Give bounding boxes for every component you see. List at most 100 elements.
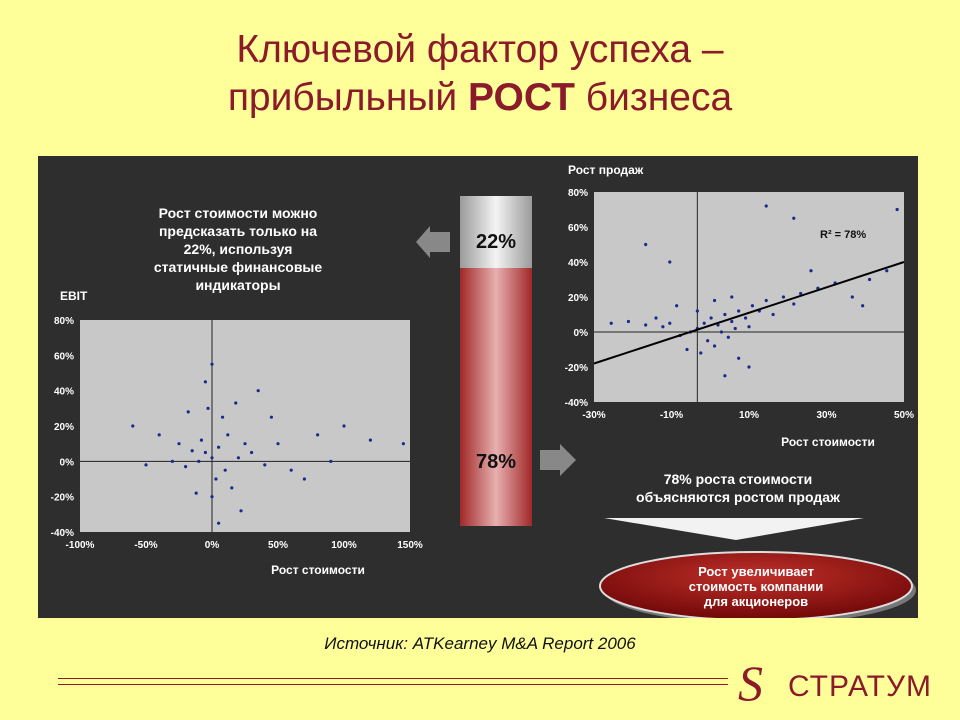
left-point xyxy=(197,459,201,463)
left-point xyxy=(250,450,254,455)
right-xtick-label: 50% xyxy=(894,410,914,421)
left-annotation-line-1: Рост стоимости можно xyxy=(159,205,318,221)
right-point xyxy=(799,291,803,296)
left-point xyxy=(368,438,372,442)
left-point xyxy=(220,415,225,419)
right-ytick-label: 60% xyxy=(568,223,588,234)
right-annotation-line-2: объясняются ростом продаж xyxy=(636,489,841,505)
right-point xyxy=(764,298,768,303)
left-point xyxy=(217,521,221,525)
left-point xyxy=(239,509,243,513)
left-point xyxy=(206,406,210,410)
right-xtick-label: 30% xyxy=(816,410,836,421)
right-point xyxy=(685,347,689,352)
arrow-left-icon xyxy=(416,226,450,258)
left-xtick-label: 0% xyxy=(205,540,220,551)
right-point xyxy=(730,319,734,324)
left-plot-area xyxy=(80,320,410,532)
title-line-2-pre: прибыльный xyxy=(227,76,469,119)
right-plot-area xyxy=(594,192,904,402)
left-point xyxy=(210,362,214,366)
left-point xyxy=(170,459,174,463)
right-point xyxy=(654,316,658,320)
oval-line-3: для акционеров xyxy=(704,594,808,609)
right-point xyxy=(747,365,751,369)
right-point xyxy=(675,304,679,308)
right-point xyxy=(895,207,899,212)
title-line-2: прибыльный РОСТ бизнеса xyxy=(0,74,960,122)
left-point xyxy=(302,477,306,481)
bar-segment-22 xyxy=(460,196,532,268)
left-ytick-label: 60% xyxy=(54,351,74,362)
footer-rule-top xyxy=(58,678,728,679)
left-point xyxy=(177,442,181,446)
right-point xyxy=(737,309,741,313)
right-point xyxy=(726,335,730,339)
right-point xyxy=(747,325,751,329)
title-line-2-post: бизнеса xyxy=(574,76,733,119)
left-ytick-label: 20% xyxy=(54,422,74,433)
left-annotation-line-2: предсказать только на xyxy=(159,223,317,239)
right-point xyxy=(737,356,741,360)
right-point xyxy=(706,339,710,343)
right-point xyxy=(712,344,717,348)
left-xtick-label: 100% xyxy=(331,540,357,551)
left-annotation-line-5: индикаторы xyxy=(195,277,280,293)
right-point xyxy=(699,351,703,355)
right-point xyxy=(712,298,717,303)
right-trendline xyxy=(593,261,905,365)
right-xtick-label: -10% xyxy=(660,410,683,421)
right-point xyxy=(644,242,648,247)
left-point xyxy=(186,410,190,414)
left-point xyxy=(144,463,148,467)
left-point xyxy=(157,433,161,437)
left-chart-ylabel: EBIT xyxy=(60,289,88,303)
left-chart-xlabel: Рост стоимости xyxy=(271,563,365,577)
left-point xyxy=(214,477,218,481)
title-line-1: Ключевой фактор успеха – xyxy=(236,28,724,71)
right-ytick-label: -40% xyxy=(565,398,588,409)
left-point xyxy=(230,486,234,490)
right-point xyxy=(730,295,734,299)
left-point xyxy=(256,389,260,393)
left-point xyxy=(243,442,247,446)
left-point xyxy=(210,495,214,499)
right-point xyxy=(719,330,724,334)
arrow-right-icon xyxy=(540,444,576,476)
left-annotation: Рост стоимости можно предсказать только … xyxy=(154,205,323,293)
slide-title: Ключевой фактор успеха – прибыльный РОСТ… xyxy=(0,26,960,122)
footer-rule-bottom xyxy=(58,684,728,685)
left-ytick-label: -20% xyxy=(51,493,74,504)
right-point xyxy=(702,321,706,325)
right-point xyxy=(809,269,813,273)
left-point xyxy=(236,456,240,460)
right-ytick-label: 0% xyxy=(574,328,589,339)
left-xtick-label: 50% xyxy=(268,540,288,551)
right-ytick-label: -20% xyxy=(565,363,588,374)
logo-mark-icon: S xyxy=(738,655,763,711)
source-note: Источник: ATKearney M&A Report 2006 xyxy=(324,634,636,653)
title-line-2-bold: РОСТ xyxy=(468,76,575,119)
left-point xyxy=(234,401,238,405)
left-ytick-label: -40% xyxy=(51,528,74,539)
right-xtick-label: 10% xyxy=(739,410,759,421)
right-point xyxy=(695,309,699,313)
chart-svg: EBIT Рост стоимости 80% 60% 40% 20% 0% -20% -4… xyxy=(51,163,916,624)
left-xtick-label: -100% xyxy=(66,540,95,551)
left-point xyxy=(184,465,188,469)
right-point xyxy=(861,304,865,308)
left-annotation-line-4: статичные финансовые xyxy=(154,259,323,275)
left-point xyxy=(217,445,221,449)
right-point xyxy=(867,277,872,282)
right-point xyxy=(781,295,786,299)
right-point xyxy=(668,260,672,264)
right-point xyxy=(792,302,796,306)
right-ytick-label: 80% xyxy=(568,188,588,199)
down-arrow-icon xyxy=(604,518,864,540)
right-point xyxy=(885,269,889,273)
left-ytick-label: 0% xyxy=(60,457,75,468)
r-squared-label: R² = 78% xyxy=(820,229,866,241)
right-ytick-label: 20% xyxy=(568,293,588,304)
left-point xyxy=(401,442,405,446)
oval-line-2: стоимость компании xyxy=(689,579,823,594)
